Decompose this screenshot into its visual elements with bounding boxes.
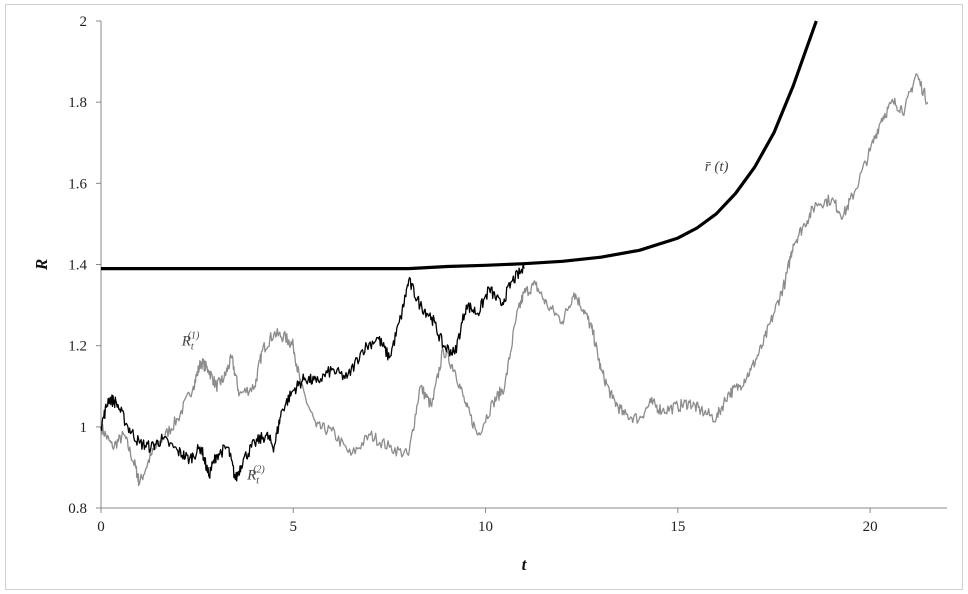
series-line-boundary xyxy=(101,20,818,271)
x-tick-label: 5 xyxy=(290,519,298,535)
annotation-base: R xyxy=(181,334,191,350)
y-tick-label: 1.8 xyxy=(68,95,87,111)
annotation-path2: Rt(2) xyxy=(246,465,265,487)
y-tick-label: 1 xyxy=(80,420,88,436)
series-line-path1 xyxy=(100,73,929,487)
y-tick-label: 2 xyxy=(80,14,88,30)
x-tick-label: 20 xyxy=(863,519,878,535)
annotation-base: r̄ (t) xyxy=(705,159,729,175)
x-axis-ticks: 0 5 10 15 20 xyxy=(97,508,878,535)
y-tick-label: 0.8 xyxy=(68,501,87,517)
series-layer xyxy=(100,20,929,487)
annotation-layer: r̄ (t)Rt(1)Rt(2) xyxy=(181,159,729,486)
x-tick-label: 10 xyxy=(478,519,493,535)
annotation-superscript: (1) xyxy=(188,331,200,342)
y-axis-ticks: 0.8 1 1.2 1.4 1.6 1.8 2 xyxy=(68,14,101,517)
y-tick-label: 1.4 xyxy=(68,258,87,274)
x-axis-title: t xyxy=(522,555,528,574)
annotation-superscript: (2) xyxy=(253,465,265,476)
chart-frame xyxy=(5,4,963,590)
annotation-subscript: t xyxy=(191,342,194,353)
annotation-base: R xyxy=(246,468,256,484)
y-tick-label: 1.2 xyxy=(68,339,87,355)
series-line-path2 xyxy=(100,262,525,482)
y-tick-label: 1.6 xyxy=(68,176,87,192)
x-tick-label: 15 xyxy=(670,519,685,535)
y-axis-title: R xyxy=(32,259,51,271)
annotation-path1: Rt(1) xyxy=(181,331,200,353)
x-tick-label: 0 xyxy=(97,519,105,535)
annotation-subscript: t xyxy=(256,476,259,487)
annotation-boundary: r̄ (t) xyxy=(705,159,729,175)
